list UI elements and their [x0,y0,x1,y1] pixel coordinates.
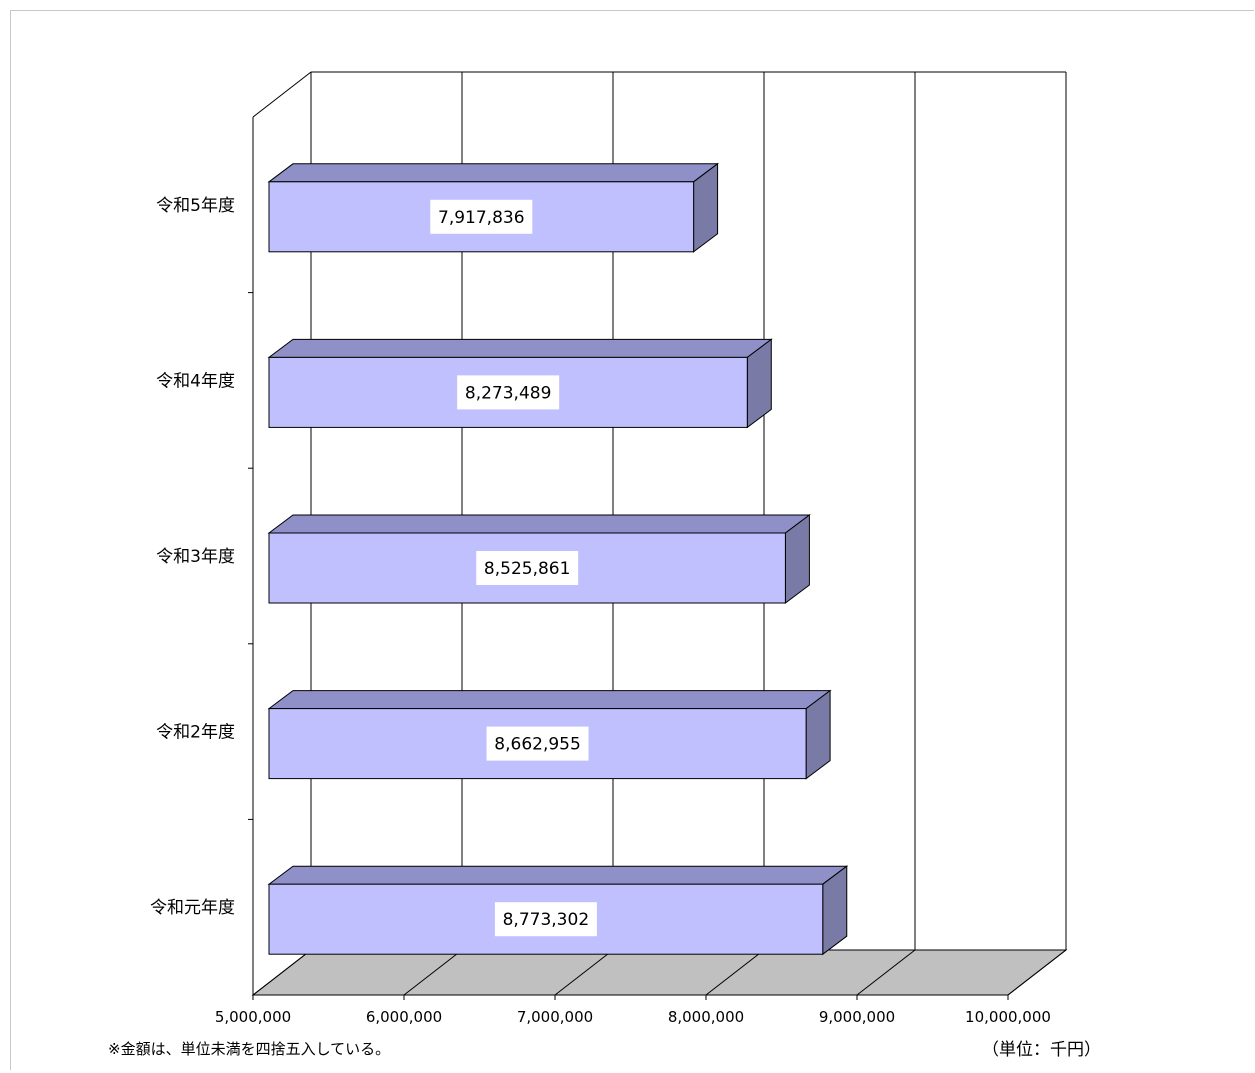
category-label: 令和2年度 [156,723,235,743]
data-label: 7,917,836 [438,208,525,228]
floor-gridline [252,949,312,996]
chart-floor [251,949,1068,996]
category-label: 令和3年度 [156,547,235,567]
data-label-box [486,726,589,761]
data-label-box [457,375,560,410]
category-label: 令和元年度 [150,898,235,918]
floor-gridline [1007,949,1067,996]
data-label-box [494,902,597,937]
unit-label: （単位：千円） [982,1040,1101,1060]
category-label: 令和5年度 [156,196,235,216]
x-tick-label: 5,000,000 [215,1008,291,1026]
footnote: ※金額は、単位未満を四捨五入している。 [108,1040,391,1058]
bar-top-face [267,163,720,183]
data-label: 8,525,861 [484,559,571,579]
x-tick-label: 8,000,000 [668,1008,744,1026]
floor-gridline [705,949,765,996]
x-tick-label: 7,000,000 [517,1008,593,1026]
wall-top-edge [252,71,312,118]
bar-top-face [267,514,811,534]
bar [268,532,786,604]
data-label: 8,273,489 [465,383,552,403]
bar-top-face [267,865,849,885]
x-tick-label: 9,000,000 [819,1008,895,1026]
x-tick-label: 10,000,000 [965,1008,1051,1026]
data-label-box [430,199,533,234]
floor-gridline [403,949,463,996]
bar-top-face [267,338,773,358]
floor-gridline [856,949,916,996]
bar-top-face [267,690,832,710]
chart-frame [10,10,1254,1070]
data-label: 8,773,302 [503,910,590,930]
data-label: 8,662,955 [494,735,581,755]
x-tick-label: 6,000,000 [366,1008,442,1026]
category-label: 令和4年度 [156,371,235,391]
data-label-box [476,551,579,585]
floor-gridline [554,949,614,996]
